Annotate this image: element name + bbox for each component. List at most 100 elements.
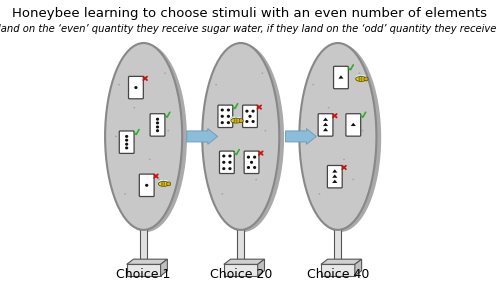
- Circle shape: [222, 167, 226, 170]
- Polygon shape: [323, 117, 328, 121]
- FancyArrow shape: [286, 129, 316, 144]
- Circle shape: [252, 110, 254, 113]
- Polygon shape: [332, 169, 338, 173]
- Bar: [140, 227, 147, 264]
- Circle shape: [158, 179, 160, 180]
- Circle shape: [156, 121, 159, 125]
- Circle shape: [253, 166, 256, 169]
- Polygon shape: [338, 75, 344, 79]
- Polygon shape: [321, 259, 362, 264]
- Polygon shape: [323, 123, 328, 126]
- Circle shape: [264, 130, 266, 132]
- Circle shape: [156, 125, 159, 128]
- Ellipse shape: [360, 77, 362, 81]
- Circle shape: [352, 179, 354, 180]
- Circle shape: [220, 115, 224, 118]
- Circle shape: [134, 107, 136, 109]
- Circle shape: [227, 108, 230, 112]
- Circle shape: [125, 135, 128, 138]
- Polygon shape: [321, 264, 355, 276]
- Ellipse shape: [300, 44, 381, 232]
- FancyBboxPatch shape: [120, 131, 134, 154]
- Circle shape: [227, 115, 230, 118]
- Polygon shape: [258, 259, 264, 276]
- Circle shape: [156, 129, 159, 132]
- Circle shape: [312, 84, 314, 86]
- Ellipse shape: [234, 118, 235, 123]
- Ellipse shape: [202, 44, 284, 232]
- Ellipse shape: [231, 118, 241, 123]
- Polygon shape: [323, 128, 328, 131]
- Circle shape: [230, 107, 232, 109]
- Polygon shape: [224, 259, 264, 264]
- Ellipse shape: [356, 76, 366, 81]
- Circle shape: [247, 166, 250, 169]
- Bar: [238, 227, 244, 264]
- Circle shape: [246, 110, 248, 113]
- Circle shape: [118, 84, 120, 86]
- Circle shape: [215, 84, 217, 86]
- Ellipse shape: [105, 44, 187, 232]
- Circle shape: [156, 118, 159, 121]
- FancyArrow shape: [187, 129, 218, 144]
- Ellipse shape: [164, 180, 170, 183]
- Ellipse shape: [361, 75, 366, 78]
- Text: If they land on the ‘even’ quantity they receive sugar water, if they land on th: If they land on the ‘even’ quantity they…: [0, 24, 500, 34]
- Circle shape: [252, 120, 254, 123]
- Polygon shape: [332, 174, 338, 178]
- Circle shape: [227, 121, 230, 124]
- Circle shape: [318, 193, 320, 195]
- Circle shape: [228, 167, 232, 170]
- Ellipse shape: [202, 43, 280, 230]
- Bar: [334, 227, 342, 264]
- Ellipse shape: [236, 118, 238, 123]
- Text: Honeybee learning to choose stimuli with an even number of elements: Honeybee learning to choose stimuli with…: [12, 7, 488, 20]
- Circle shape: [222, 154, 226, 158]
- Circle shape: [343, 159, 345, 160]
- Circle shape: [364, 77, 368, 81]
- Circle shape: [168, 130, 169, 132]
- Ellipse shape: [164, 182, 165, 186]
- Circle shape: [328, 107, 330, 109]
- FancyBboxPatch shape: [328, 166, 342, 188]
- FancyBboxPatch shape: [334, 66, 348, 89]
- Ellipse shape: [161, 182, 163, 186]
- Circle shape: [115, 136, 117, 137]
- Polygon shape: [126, 264, 160, 276]
- Circle shape: [212, 136, 214, 137]
- Polygon shape: [126, 259, 168, 264]
- Circle shape: [166, 182, 171, 186]
- Circle shape: [134, 86, 138, 89]
- Circle shape: [222, 161, 226, 164]
- Ellipse shape: [105, 43, 182, 230]
- Ellipse shape: [230, 116, 236, 120]
- Text: Choice 40: Choice 40: [306, 268, 369, 281]
- Circle shape: [228, 154, 232, 158]
- Ellipse shape: [236, 116, 242, 120]
- Ellipse shape: [358, 77, 360, 81]
- Ellipse shape: [300, 43, 376, 230]
- Ellipse shape: [158, 181, 169, 186]
- Ellipse shape: [158, 180, 164, 183]
- FancyBboxPatch shape: [244, 151, 259, 173]
- Circle shape: [309, 136, 311, 137]
- Circle shape: [246, 159, 248, 160]
- Circle shape: [253, 156, 256, 159]
- Circle shape: [220, 108, 224, 112]
- Circle shape: [125, 139, 128, 142]
- Polygon shape: [160, 259, 168, 276]
- Circle shape: [262, 72, 264, 74]
- Circle shape: [125, 143, 128, 146]
- Circle shape: [222, 193, 223, 195]
- Polygon shape: [355, 259, 362, 276]
- Circle shape: [246, 120, 248, 123]
- Circle shape: [250, 161, 253, 164]
- Polygon shape: [332, 180, 338, 183]
- Circle shape: [145, 184, 148, 187]
- Polygon shape: [350, 123, 356, 126]
- FancyBboxPatch shape: [242, 105, 258, 127]
- FancyBboxPatch shape: [218, 105, 232, 127]
- Circle shape: [149, 159, 150, 160]
- FancyBboxPatch shape: [220, 151, 234, 173]
- Polygon shape: [224, 264, 258, 276]
